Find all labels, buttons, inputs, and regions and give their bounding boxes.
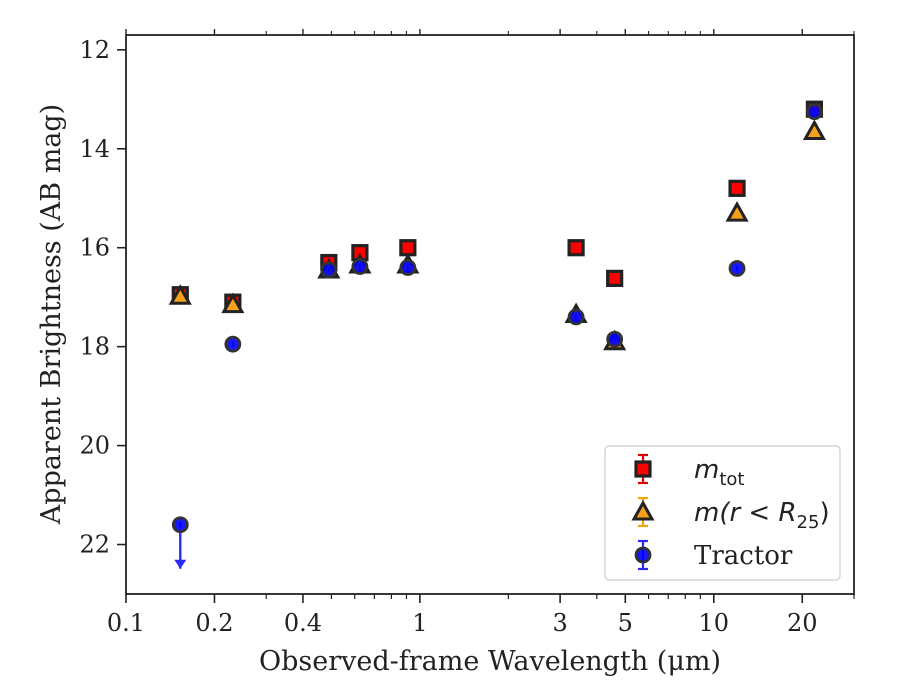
x-tick-label: 0.4 xyxy=(284,609,322,637)
legend-box xyxy=(604,445,841,581)
plot-frame xyxy=(125,34,855,595)
circle-point xyxy=(320,261,338,279)
circle-point xyxy=(224,335,242,353)
square-point xyxy=(399,239,417,257)
x-tick-label: 0.1 xyxy=(107,609,145,637)
square-point xyxy=(606,269,624,287)
square-point xyxy=(567,239,585,257)
x-tick-label: 0.2 xyxy=(195,609,233,637)
y-tick-label: 20 xyxy=(79,432,110,460)
circle-point xyxy=(567,308,585,326)
square-point xyxy=(728,179,746,197)
y-tick-label: 22 xyxy=(79,531,110,559)
legend-circle-marker xyxy=(634,546,652,564)
triangle-point xyxy=(168,284,192,305)
circle-point xyxy=(351,258,369,275)
triangle-point xyxy=(802,119,826,140)
triangle-point xyxy=(725,201,749,222)
legend-label: mtot xyxy=(694,455,744,490)
x-tick-label: 1 xyxy=(412,609,427,637)
circle-point xyxy=(806,103,823,121)
legend-square-marker xyxy=(634,460,652,478)
circle-point xyxy=(171,516,189,534)
circle-point xyxy=(606,330,624,348)
legend-label: m(r < R25) xyxy=(694,498,830,533)
circle-point xyxy=(728,260,746,277)
y-axis-label: Apparent Brightness (AB mag) xyxy=(36,104,67,525)
upper-limit-arrowhead xyxy=(174,559,187,569)
legend-label: Tractor xyxy=(694,541,793,571)
x-tick-label: 20 xyxy=(787,609,818,637)
x-axis-label: Observed-frame Wavelength (μm) xyxy=(259,646,721,677)
y-tick-label: 14 xyxy=(79,135,110,163)
legend-triangle-marker xyxy=(631,499,655,521)
y-tick-label: 12 xyxy=(79,36,110,64)
x-tick-label: 3 xyxy=(552,609,567,637)
y-tick-label: 16 xyxy=(79,234,110,262)
x-tick-label: 5 xyxy=(618,609,633,637)
x-tick-label: 10 xyxy=(699,609,730,637)
circle-point xyxy=(399,259,417,276)
y-tick-label: 18 xyxy=(79,333,110,361)
triangle-point xyxy=(221,292,245,314)
